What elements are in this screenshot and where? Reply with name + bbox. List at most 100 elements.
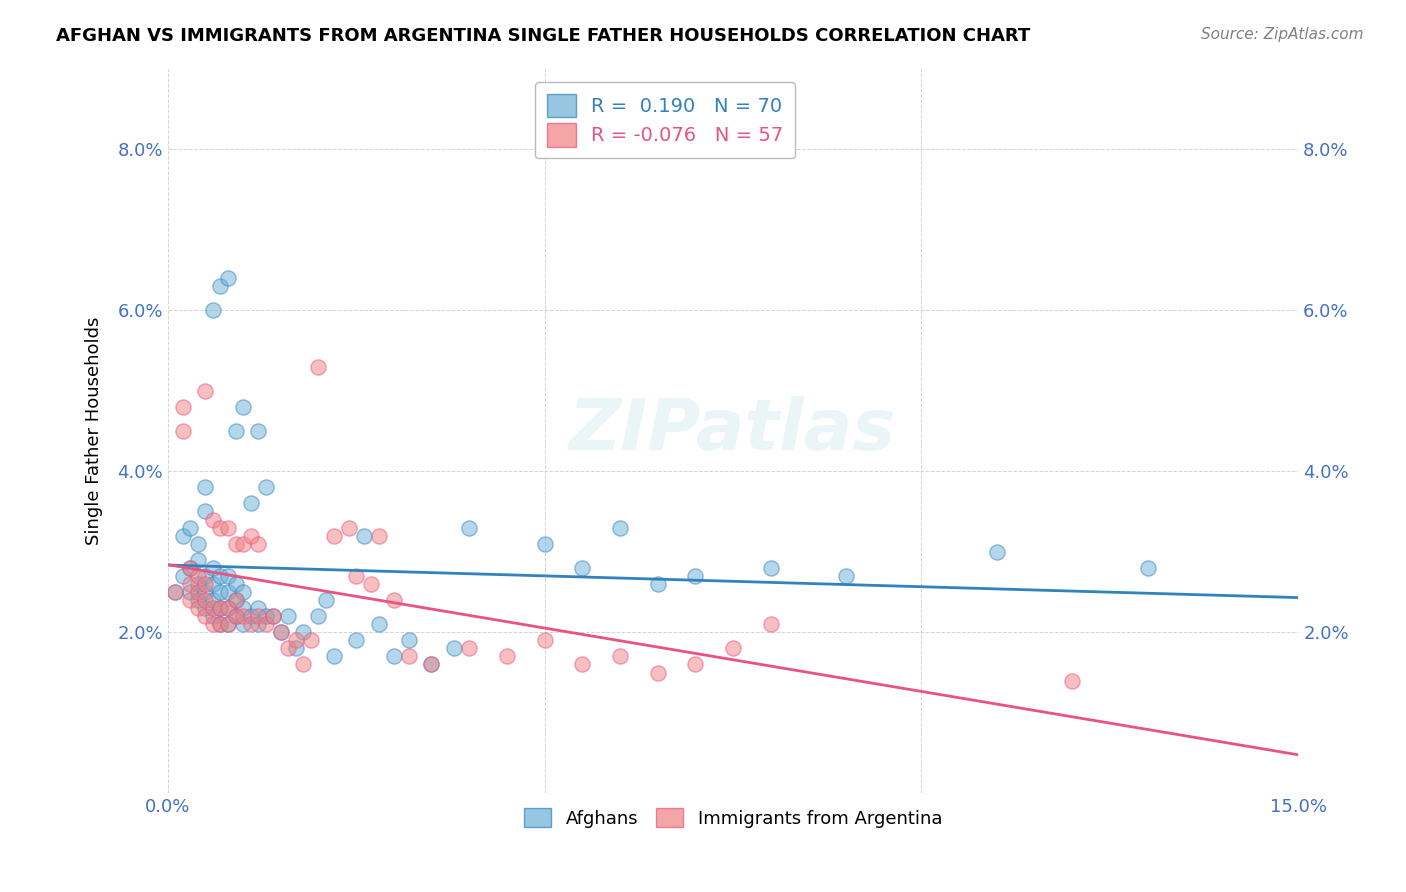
Afghans — [367, 617, 389, 632]
Immigrants from Argentina — [270, 625, 292, 640]
Immigrants from Argentina — [337, 520, 360, 534]
Afghans — [172, 569, 194, 583]
Text: Source: ZipAtlas.com: Source: ZipAtlas.com — [1201, 27, 1364, 42]
Immigrants from Argentina — [194, 384, 217, 398]
Afghans — [194, 569, 217, 583]
Afghans — [194, 480, 217, 494]
Afghans — [194, 504, 217, 518]
Immigrants from Argentina — [187, 601, 209, 615]
Afghans — [571, 561, 593, 575]
Immigrants from Argentina — [685, 657, 707, 672]
Afghans — [201, 577, 224, 591]
Afghans — [217, 585, 239, 599]
Immigrants from Argentina — [647, 665, 669, 680]
Immigrants from Argentina — [721, 641, 744, 656]
Afghans — [254, 609, 277, 624]
Immigrants from Argentina — [209, 520, 232, 534]
Afghans — [239, 609, 262, 624]
Immigrants from Argentina — [458, 641, 481, 656]
Afghans — [254, 480, 277, 494]
Immigrants from Argentina — [496, 649, 519, 664]
Afghans — [835, 569, 858, 583]
Immigrants from Argentina — [322, 528, 344, 542]
Immigrants from Argentina — [759, 617, 782, 632]
Immigrants from Argentina — [187, 569, 209, 583]
Immigrants from Argentina — [172, 424, 194, 438]
Afghans — [398, 633, 420, 648]
Afghans — [217, 601, 239, 615]
Afghans — [647, 577, 669, 591]
Afghans — [187, 593, 209, 607]
Immigrants from Argentina — [225, 609, 247, 624]
Immigrants from Argentina — [194, 609, 217, 624]
Afghans — [307, 609, 329, 624]
Immigrants from Argentina — [217, 520, 239, 534]
Immigrants from Argentina — [344, 569, 367, 583]
Immigrants from Argentina — [187, 585, 209, 599]
Immigrants from Argentina — [209, 601, 232, 615]
Immigrants from Argentina — [179, 593, 201, 607]
Immigrants from Argentina — [225, 537, 247, 551]
Immigrants from Argentina — [232, 537, 254, 551]
Immigrants from Argentina — [172, 400, 194, 414]
Afghans — [247, 617, 270, 632]
Afghans — [247, 601, 270, 615]
Immigrants from Argentina — [179, 577, 201, 591]
Afghans — [225, 577, 247, 591]
Afghans — [232, 601, 254, 615]
Immigrants from Argentina — [217, 617, 239, 632]
Afghans — [187, 553, 209, 567]
Immigrants from Argentina — [209, 617, 232, 632]
Immigrants from Argentina — [201, 512, 224, 526]
Immigrants from Argentina — [262, 609, 284, 624]
Afghans — [201, 303, 224, 318]
Afghans — [187, 577, 209, 591]
Afghans — [986, 545, 1008, 559]
Afghans — [609, 520, 631, 534]
Immigrants from Argentina — [217, 601, 239, 615]
Afghans — [759, 561, 782, 575]
Immigrants from Argentina — [382, 593, 405, 607]
Afghans — [1136, 561, 1159, 575]
Immigrants from Argentina — [194, 577, 217, 591]
Immigrants from Argentina — [201, 617, 224, 632]
Immigrants from Argentina — [420, 657, 443, 672]
Afghans — [209, 617, 232, 632]
Afghans — [201, 561, 224, 575]
Afghans — [225, 593, 247, 607]
Afghans — [225, 424, 247, 438]
Immigrants from Argentina — [609, 649, 631, 664]
Immigrants from Argentina — [284, 633, 307, 648]
Afghans — [322, 649, 344, 664]
Afghans — [420, 657, 443, 672]
Afghans — [194, 585, 217, 599]
Afghans — [165, 585, 187, 599]
Afghans — [209, 601, 232, 615]
Afghans — [232, 585, 254, 599]
Afghans — [277, 609, 299, 624]
Immigrants from Argentina — [247, 537, 270, 551]
Text: ZIPatlas: ZIPatlas — [569, 396, 897, 466]
Immigrants from Argentina — [571, 657, 593, 672]
Immigrants from Argentina — [533, 633, 555, 648]
Afghans — [458, 520, 481, 534]
Afghans — [284, 641, 307, 656]
Afghans — [344, 633, 367, 648]
Afghans — [217, 617, 239, 632]
Legend: Afghans, Immigrants from Argentina: Afghans, Immigrants from Argentina — [516, 801, 949, 835]
Afghans — [353, 528, 375, 542]
Immigrants from Argentina — [247, 609, 270, 624]
Afghans — [217, 271, 239, 285]
Afghans — [262, 609, 284, 624]
Afghans — [239, 496, 262, 510]
Immigrants from Argentina — [201, 601, 224, 615]
Afghans — [187, 537, 209, 551]
Afghans — [533, 537, 555, 551]
Y-axis label: Single Father Households: Single Father Households — [86, 317, 103, 545]
Afghans — [270, 625, 292, 640]
Afghans — [247, 424, 270, 438]
Immigrants from Argentina — [254, 617, 277, 632]
Afghans — [232, 400, 254, 414]
Afghans — [315, 593, 337, 607]
Immigrants from Argentina — [398, 649, 420, 664]
